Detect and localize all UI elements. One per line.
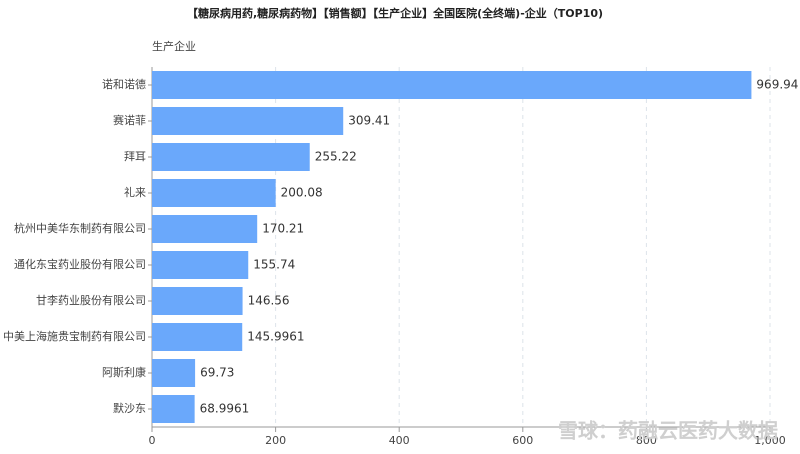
bar bbox=[152, 395, 195, 423]
x-tick-label: 800 bbox=[636, 434, 657, 447]
bar bbox=[152, 215, 258, 243]
x-tick-label: 600 bbox=[512, 434, 533, 447]
bar bbox=[152, 71, 752, 99]
y-tick-label: 礼来 bbox=[124, 185, 146, 199]
bar bbox=[152, 323, 243, 351]
bar bbox=[152, 287, 243, 315]
chart-title: 【糖尿病用药,糖尿病药物】【销售额】【生产企业】全国医院(全终端)-企业（TOP… bbox=[187, 6, 603, 20]
bar bbox=[152, 107, 344, 135]
value-label: 309.41 bbox=[348, 114, 390, 128]
value-label: 969.94 bbox=[756, 78, 798, 92]
bar bbox=[152, 143, 310, 171]
value-label: 146.56 bbox=[248, 294, 290, 308]
y-tick-label: 甘李药业股份有限公司 bbox=[36, 293, 146, 307]
y-tick-label: 诺和诺德 bbox=[102, 77, 146, 91]
y-tick-label: 拜耳 bbox=[124, 150, 146, 163]
y-tick-label: 杭州中美华东制药有限公司 bbox=[14, 221, 146, 235]
y-tick-label: 阿斯利康 bbox=[102, 365, 146, 379]
bar bbox=[152, 359, 196, 387]
y-tick-label: 通化东宝药业股份有限公司 bbox=[14, 257, 146, 271]
value-label: 170.21 bbox=[262, 222, 304, 236]
x-tick-label: 1,000 bbox=[754, 434, 786, 447]
x-tick-label: 200 bbox=[265, 434, 286, 447]
x-tick-label: 400 bbox=[389, 434, 410, 447]
value-label: 200.08 bbox=[281, 186, 323, 200]
axis-label: 生产企业 bbox=[152, 39, 196, 53]
bar bbox=[152, 251, 249, 279]
y-tick-label: 赛诺菲 bbox=[113, 113, 146, 127]
value-label: 155.74 bbox=[253, 258, 295, 272]
bar bbox=[152, 179, 276, 207]
y-tick-label: 默沙东 bbox=[113, 402, 146, 415]
value-label: 68.9961 bbox=[200, 402, 250, 416]
value-label: 145.9961 bbox=[247, 330, 304, 344]
value-label: 69.73 bbox=[200, 366, 234, 380]
value-label: 255.22 bbox=[315, 150, 357, 164]
y-tick-label: 中美上海施贵宝制药有限公司 bbox=[3, 329, 146, 343]
x-tick-label: 0 bbox=[149, 434, 156, 447]
watermark: 雪球：药融云医药大数据 bbox=[558, 419, 778, 443]
